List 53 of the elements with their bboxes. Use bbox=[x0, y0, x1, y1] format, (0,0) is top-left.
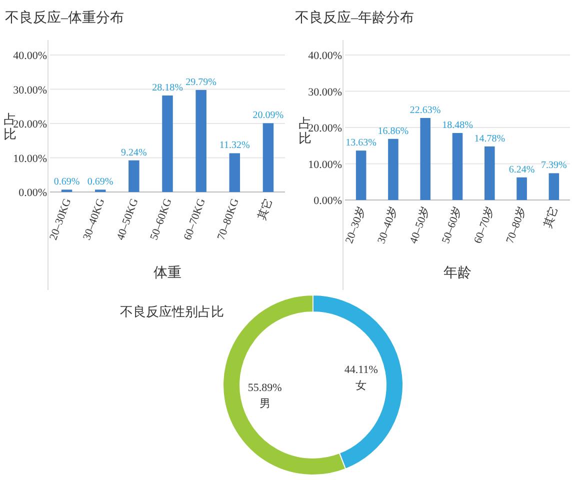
y-tick-label: 30.00% bbox=[308, 86, 342, 98]
data-label: 6.24% bbox=[508, 164, 535, 176]
y-tick-label: 0.00% bbox=[314, 195, 342, 207]
y-tick-label: 0.00% bbox=[18, 187, 47, 199]
bar bbox=[229, 153, 240, 192]
x-tick-label: 20–30岁 bbox=[343, 204, 368, 246]
y-tick-label: 40.00% bbox=[13, 50, 47, 62]
data-label: 28.18% bbox=[152, 82, 183, 94]
data-label: 13.63% bbox=[346, 138, 376, 149]
y-tick-label: 10.00% bbox=[13, 152, 47, 165]
x-tick-label: 30–40岁 bbox=[376, 204, 400, 246]
y-tick-label: 20.00% bbox=[13, 118, 47, 130]
y-tick-label: 10.00% bbox=[308, 158, 342, 171]
bar bbox=[452, 133, 463, 200]
data-label: 44.11% bbox=[344, 364, 378, 376]
chart-title: 不良反应–年龄分布 bbox=[295, 10, 414, 26]
x-tick-label: 40–50岁 bbox=[408, 204, 432, 246]
bar bbox=[196, 90, 206, 192]
x-tick-label: 50–60岁 bbox=[440, 204, 464, 246]
data-label: 0.69% bbox=[87, 176, 114, 188]
bar bbox=[356, 150, 366, 200]
text: 不良反应性别占比 bbox=[120, 304, 224, 319]
data-label: 11.32% bbox=[219, 140, 250, 152]
x-tick-label: 60–70岁 bbox=[472, 204, 496, 246]
x-axis-title: 体重 bbox=[154, 265, 182, 281]
x-tick-label: 其它 bbox=[255, 196, 276, 222]
y-tick-label: 20.00% bbox=[308, 122, 342, 134]
y-tick-label: 30.00% bbox=[13, 84, 47, 96]
data-label: 9.24% bbox=[121, 147, 147, 158]
data-label: 55.89% bbox=[248, 382, 282, 394]
data-label: 14.78% bbox=[474, 133, 506, 144]
y-tick-label: 40.00% bbox=[308, 50, 342, 62]
data-label: 20.09% bbox=[252, 110, 284, 122]
bar bbox=[484, 146, 495, 200]
bar bbox=[548, 173, 560, 200]
chart-title: 不良反应–体重分布 bbox=[5, 10, 124, 26]
x-tick-label: 70–80岁 bbox=[504, 204, 529, 246]
bar bbox=[162, 95, 173, 192]
bar bbox=[388, 138, 398, 200]
x-tick-label: 其它 bbox=[541, 204, 561, 230]
slice-label: 女 bbox=[356, 380, 367, 392]
data-label: 22.63% bbox=[410, 104, 441, 116]
data-label: 18.48% bbox=[442, 120, 473, 132]
data-label: 0.69% bbox=[54, 176, 80, 188]
bar bbox=[516, 177, 527, 200]
bar bbox=[420, 118, 430, 200]
bar bbox=[128, 160, 140, 192]
x-axis-title: 年龄 bbox=[444, 265, 472, 281]
data-label: 7.39% bbox=[541, 160, 567, 172]
data-label: 29.79% bbox=[186, 76, 216, 88]
bar bbox=[262, 123, 274, 192]
slice-label: 男 bbox=[259, 398, 270, 410]
data-label: 16.86% bbox=[378, 126, 409, 137]
